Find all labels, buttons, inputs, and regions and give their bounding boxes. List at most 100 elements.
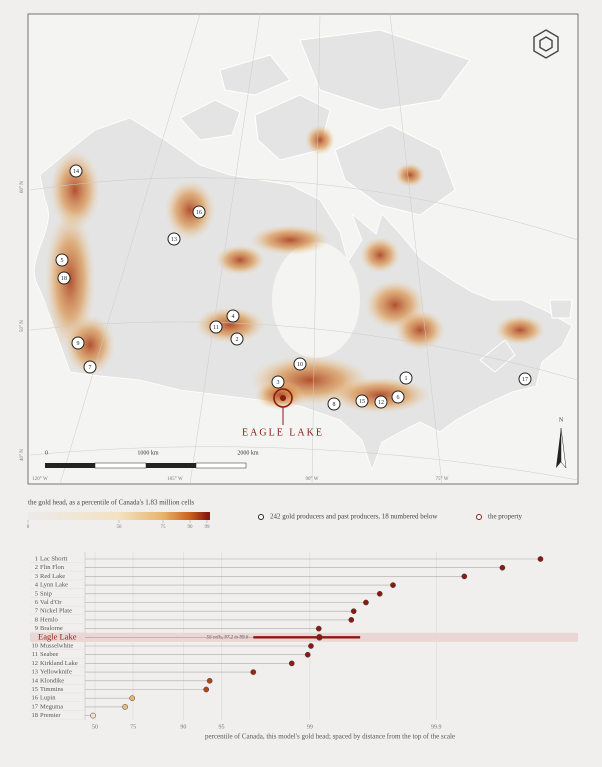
producer-marker bbox=[374, 395, 388, 409]
dot bbox=[315, 625, 322, 632]
row-rank: 12 bbox=[32, 660, 39, 667]
dot bbox=[250, 669, 257, 675]
island bbox=[549, 299, 573, 319]
property-label: EAGLE LAKE bbox=[242, 427, 324, 438]
marker-number: 5 bbox=[61, 258, 64, 264]
row-name: Nickel Plate bbox=[40, 608, 72, 615]
row-rank: 8 bbox=[35, 616, 38, 623]
row-name: Val d'Or bbox=[40, 599, 62, 606]
graticule bbox=[29, 13, 579, 485]
dot bbox=[308, 643, 314, 649]
row-name: Lynn Lake bbox=[40, 582, 68, 589]
row-rank: 17 bbox=[32, 703, 39, 710]
dot bbox=[363, 599, 369, 606]
shading-blob bbox=[50, 150, 100, 230]
row-name: Kirkland Lake bbox=[40, 660, 78, 667]
dot bbox=[90, 712, 96, 719]
row-name: Klondike bbox=[40, 677, 64, 684]
producer-marker bbox=[518, 372, 532, 386]
producer-marker bbox=[226, 309, 240, 323]
shading-blob bbox=[65, 315, 115, 375]
producer-marker bbox=[167, 232, 181, 246]
row-rank: 3 bbox=[35, 573, 38, 580]
producer-marker bbox=[69, 164, 83, 178]
row-rank: 5 bbox=[35, 590, 38, 597]
marker-number: 13 bbox=[171, 237, 177, 243]
shading-blob bbox=[165, 180, 215, 240]
shading-blob bbox=[255, 380, 305, 410]
longitude-label: 90° W bbox=[306, 477, 319, 482]
dot bbox=[129, 695, 136, 702]
row-name: Musselwhite bbox=[40, 642, 73, 649]
row-name: Yellowknife bbox=[40, 669, 72, 676]
highlight-label: 56 cells, 97.2 to 99.6 bbox=[206, 635, 248, 640]
longitude-label: 105° W bbox=[167, 477, 183, 482]
row-name: Lupin bbox=[40, 695, 56, 702]
dot bbox=[461, 573, 468, 580]
producer-marker bbox=[209, 320, 223, 334]
map: 14 16 13 5 18 4 11 2 9 7 10 3 8 15 12 6 1 17 EAGLE LAKE 0 10… bbox=[20, 13, 579, 485]
marker-number: 15 bbox=[359, 399, 365, 405]
color-bar bbox=[28, 512, 210, 520]
marker-number: 18 bbox=[61, 276, 67, 282]
marker-number: 8 bbox=[333, 402, 336, 408]
legend-property-symbol bbox=[476, 514, 482, 520]
shading-blob bbox=[330, 377, 430, 413]
x-tick-label: 90 bbox=[180, 724, 186, 730]
row-rank: 14 bbox=[32, 677, 39, 684]
dot bbox=[348, 617, 355, 623]
latitude-label: 50° N bbox=[20, 320, 25, 332]
row-rank: 4 bbox=[35, 582, 39, 589]
marker-number: 6 bbox=[397, 395, 400, 401]
x-tick-label: 50 bbox=[92, 724, 98, 730]
color-bar-label: 90 bbox=[188, 525, 194, 530]
north-label: N bbox=[559, 417, 564, 423]
marker-number: 14 bbox=[73, 169, 79, 175]
producer-marker bbox=[399, 371, 413, 385]
dot bbox=[304, 651, 311, 658]
north-arrow bbox=[560, 427, 567, 469]
producer-marker bbox=[192, 205, 206, 219]
marker-number: 12 bbox=[378, 400, 384, 406]
row-rank: 13 bbox=[32, 669, 39, 676]
marker-number: 3 bbox=[277, 380, 280, 386]
x-tick-label: 99.9 bbox=[431, 724, 442, 730]
legend-title: the gold head, as a percentile of Canada… bbox=[28, 499, 194, 507]
row-name: Bralorne bbox=[40, 625, 63, 632]
row-rank: 11 bbox=[32, 651, 38, 658]
producer-marker bbox=[293, 357, 307, 371]
x-tick-label: 95 bbox=[218, 724, 224, 730]
row-rank: 16 bbox=[32, 695, 39, 702]
highlight-name: Eagle Lake bbox=[38, 631, 77, 641]
scale-label: 1000 km bbox=[137, 450, 159, 456]
shading-blob bbox=[495, 315, 545, 345]
row-name: Red Lake bbox=[40, 573, 65, 580]
property-marker bbox=[280, 395, 286, 401]
scale-bar bbox=[45, 462, 247, 469]
x-axis-title: percentile of Canada, this model's gold … bbox=[205, 733, 455, 741]
highlight-dot bbox=[316, 634, 323, 641]
marker-number: 10 bbox=[297, 362, 303, 368]
shading-blob bbox=[305, 125, 335, 155]
row-name: Premier bbox=[40, 712, 61, 719]
row-rank: 18 bbox=[32, 712, 39, 719]
legend-property-text: the property bbox=[488, 513, 523, 521]
shading-blob bbox=[250, 225, 330, 255]
dot bbox=[390, 582, 396, 588]
latitude-label: 60° N bbox=[20, 181, 25, 193]
dot bbox=[376, 590, 383, 597]
row-name: Seabee bbox=[40, 651, 59, 658]
island bbox=[299, 29, 471, 111]
producer-marker bbox=[57, 271, 71, 285]
scale-label: 0 bbox=[45, 450, 48, 456]
island bbox=[179, 99, 241, 141]
producer-marker bbox=[83, 360, 97, 374]
producer-marker bbox=[355, 394, 369, 408]
producer-marker bbox=[71, 336, 85, 350]
dot bbox=[499, 564, 506, 571]
marker-number: 7 bbox=[89, 365, 92, 371]
color-bar-label: 75 bbox=[161, 525, 167, 530]
producer-marker bbox=[230, 332, 244, 346]
producer-marker bbox=[391, 390, 405, 404]
